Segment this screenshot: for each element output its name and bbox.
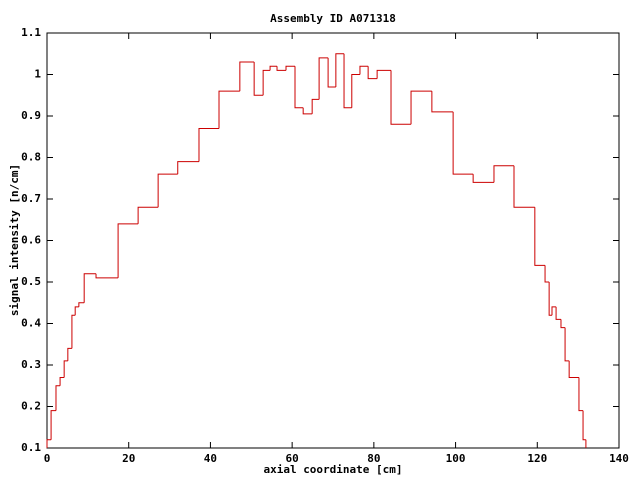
step [351, 74, 360, 108]
y-tick-label: 0.6 [21, 234, 41, 247]
x-tick-label: 60 [286, 452, 299, 465]
step [302, 107, 313, 115]
y-tick-label: 0.5 [21, 275, 41, 288]
x-tick-label: 0 [44, 452, 51, 465]
step [46, 439, 52, 448]
step [578, 377, 584, 412]
y-tick-label: 0.3 [21, 358, 41, 371]
step [564, 327, 570, 362]
step [95, 273, 119, 279]
step [390, 70, 412, 125]
step [83, 273, 97, 303]
step [71, 314, 76, 349]
step [253, 62, 264, 96]
step [327, 57, 336, 88]
step [335, 53, 345, 87]
x-tick-label: 20 [122, 452, 135, 465]
x-axis-label: axial coordinate [cm] [263, 463, 402, 476]
step [544, 265, 550, 283]
step [376, 69, 392, 79]
step [74, 306, 79, 316]
y-tick-label: 1 [34, 68, 41, 81]
step [367, 66, 378, 80]
step [276, 66, 287, 71]
step [359, 65, 369, 75]
step [198, 127, 220, 162]
x-tick-label: 40 [204, 452, 217, 465]
step [452, 111, 474, 175]
step [294, 66, 304, 109]
y-tick-label: 0.9 [21, 109, 41, 122]
step [568, 360, 579, 378]
x-tick-label: 80 [367, 452, 380, 465]
step [177, 161, 199, 175]
step [218, 90, 240, 129]
step [410, 90, 432, 125]
step [50, 410, 56, 440]
step [117, 223, 139, 278]
step [55, 385, 61, 411]
step [472, 174, 494, 183]
y-tick-label: 0.8 [21, 151, 41, 164]
step [59, 376, 65, 386]
step [318, 57, 329, 100]
step [343, 53, 352, 109]
step [285, 65, 296, 71]
step [239, 61, 255, 92]
x-tick-label: 120 [527, 452, 547, 465]
step [534, 207, 546, 266]
step [157, 173, 178, 208]
y-tick-label: 0.4 [21, 317, 41, 330]
step [311, 98, 320, 114]
y-tick-label: 1.1 [21, 26, 41, 39]
y-tick-label: 0.2 [21, 400, 41, 413]
x-tick-label: 140 [609, 452, 629, 465]
step [63, 360, 68, 378]
step [137, 206, 159, 224]
y-tick-label: 0.1 [21, 441, 41, 454]
step [431, 91, 454, 113]
step [262, 69, 271, 96]
y-tick-label: 0.7 [21, 192, 41, 205]
step [551, 306, 557, 316]
step [582, 410, 586, 441]
step [513, 165, 535, 208]
y-axis-label: signal intensity [n/cm] [8, 164, 21, 316]
step [548, 282, 552, 316]
step [493, 165, 514, 183]
step [555, 306, 561, 320]
step [78, 302, 85, 307]
chart-title: Assembly ID A071318 [270, 12, 396, 25]
step [67, 347, 72, 361]
step [269, 65, 278, 71]
step [560, 319, 566, 329]
x-tick-label: 100 [446, 452, 466, 465]
